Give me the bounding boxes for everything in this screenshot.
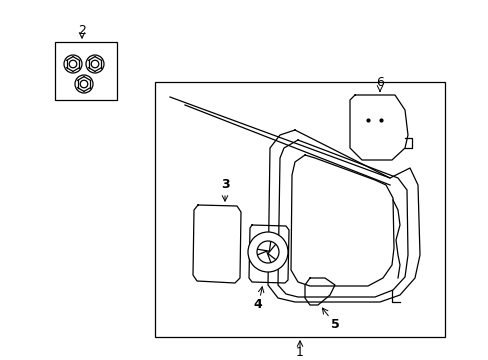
Text: 5: 5 [330,319,339,332]
Bar [55,42,117,100]
Bar [155,82,444,337]
Text: 6: 6 [375,76,383,89]
Circle shape [247,232,287,272]
Text: 3: 3 [220,179,229,192]
Text: 2: 2 [78,23,86,36]
Text: 4: 4 [253,298,262,311]
Text: 1: 1 [295,346,304,360]
